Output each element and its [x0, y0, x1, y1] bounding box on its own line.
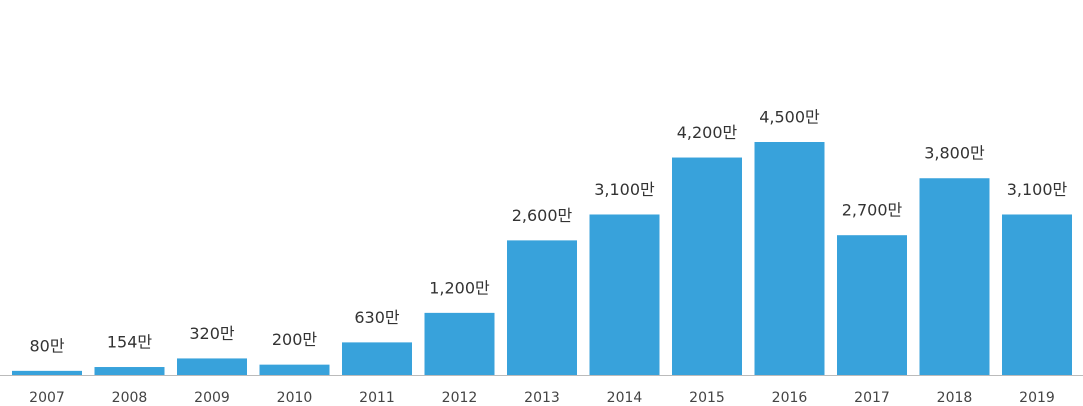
x-tick-label: 2014 — [607, 390, 643, 406]
bar — [672, 157, 742, 375]
value-label: 1,200만 — [429, 278, 490, 297]
bar — [342, 342, 412, 375]
x-tick-label: 2009 — [194, 390, 230, 406]
value-label: 2,700만 — [842, 201, 903, 220]
value-label: 2,600만 — [512, 206, 573, 225]
value-label: 80만 — [29, 336, 64, 355]
value-label: 3,100만 — [594, 180, 655, 199]
value-label: 4,200만 — [677, 123, 738, 142]
x-tick-label: 2008 — [112, 390, 148, 406]
bar — [754, 142, 825, 375]
value-label: 3,100만 — [1007, 180, 1068, 199]
x-tick-label: 2018 — [937, 390, 973, 406]
x-tick-label: 2007 — [29, 390, 65, 406]
bar — [837, 235, 907, 375]
bar — [589, 214, 660, 375]
value-label: 154만 — [107, 333, 153, 352]
bar — [94, 367, 165, 375]
x-tick-label: 2019 — [1019, 390, 1055, 406]
bar — [507, 240, 577, 375]
value-label: 3,800만 — [924, 144, 985, 163]
bar — [424, 312, 495, 375]
x-tick-label: 2011 — [359, 390, 395, 406]
bar — [919, 178, 990, 375]
bar — [12, 370, 82, 375]
value-label: 320만 — [189, 324, 235, 343]
x-tick-label: 2016 — [772, 390, 808, 406]
bar — [1002, 214, 1072, 375]
x-tick-label: 2012 — [442, 390, 478, 406]
value-label: 630만 — [354, 308, 400, 327]
bar — [177, 358, 247, 375]
value-label: 4,500만 — [759, 108, 820, 127]
x-tick-label: 2013 — [524, 390, 560, 406]
x-tick-label: 2010 — [277, 390, 313, 406]
bar — [259, 364, 330, 375]
x-tick-label: 2017 — [854, 390, 890, 406]
x-tick-label: 2015 — [689, 390, 725, 406]
value-label: 200만 — [272, 330, 318, 349]
